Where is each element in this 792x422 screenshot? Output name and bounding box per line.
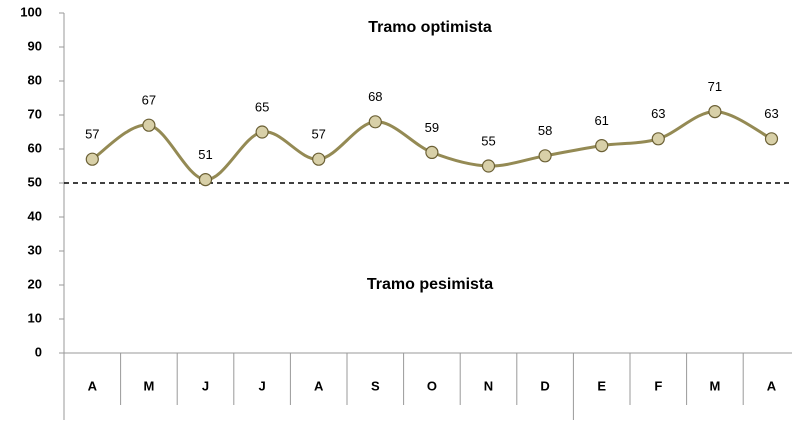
x-tick-label: M	[709, 378, 720, 393]
marker	[142, 118, 156, 132]
data-label: 57	[85, 127, 99, 142]
data-label: 68	[368, 89, 382, 104]
data-label: 51	[198, 147, 212, 162]
x-tick-label: D	[540, 378, 549, 393]
marker	[764, 132, 779, 146]
data-label: 65	[255, 99, 269, 114]
y-tick-label: 80	[28, 72, 42, 87]
marker	[312, 152, 326, 166]
marker	[198, 173, 213, 187]
marker	[595, 139, 609, 153]
x-tick-label: J	[258, 378, 265, 393]
y-tick-label: 30	[28, 242, 42, 257]
data-label: 55	[481, 133, 495, 148]
marker	[255, 125, 269, 139]
annotation: Tramo optimista	[368, 19, 492, 36]
x-tick-label: S	[371, 378, 380, 393]
y-tick-label: 100	[20, 4, 42, 19]
x-tick-label: M	[143, 378, 154, 393]
y-tick-label: 40	[28, 208, 42, 223]
y-tick-label: 50	[28, 174, 42, 189]
marker	[708, 104, 722, 119]
x-tick-label: A	[767, 378, 777, 393]
data-label: 59	[425, 120, 439, 135]
y-tick-label: 20	[28, 276, 42, 291]
marker	[425, 145, 439, 159]
x-tick-label: O	[427, 378, 437, 393]
x-tick-label: A	[314, 378, 324, 393]
marker	[368, 115, 382, 129]
marker	[538, 149, 552, 163]
data-label: 63	[651, 106, 665, 121]
x-tick-label: F	[654, 378, 662, 393]
annotation: Tramo pesimista	[367, 276, 493, 293]
data-label: 63	[764, 106, 778, 121]
marker	[651, 132, 665, 146]
y-tick-label: 10	[28, 310, 42, 325]
y-tick-label: 70	[28, 106, 42, 121]
data-label: 61	[594, 113, 608, 128]
x-tick-label: E	[597, 378, 606, 393]
marker	[481, 159, 496, 173]
data-label: 57	[311, 127, 325, 142]
data-label: 71	[708, 79, 722, 94]
x-tick-label: N	[484, 378, 493, 393]
data-label: 67	[142, 93, 156, 108]
y-tick-label: 0	[35, 344, 42, 359]
y-tick-label: 60	[28, 140, 42, 155]
x-tick-label: J	[202, 378, 209, 393]
y-tick-label: 90	[28, 38, 42, 53]
marker	[85, 152, 99, 166]
x-tick-label: A	[88, 378, 98, 393]
data-label: 58	[538, 123, 552, 138]
